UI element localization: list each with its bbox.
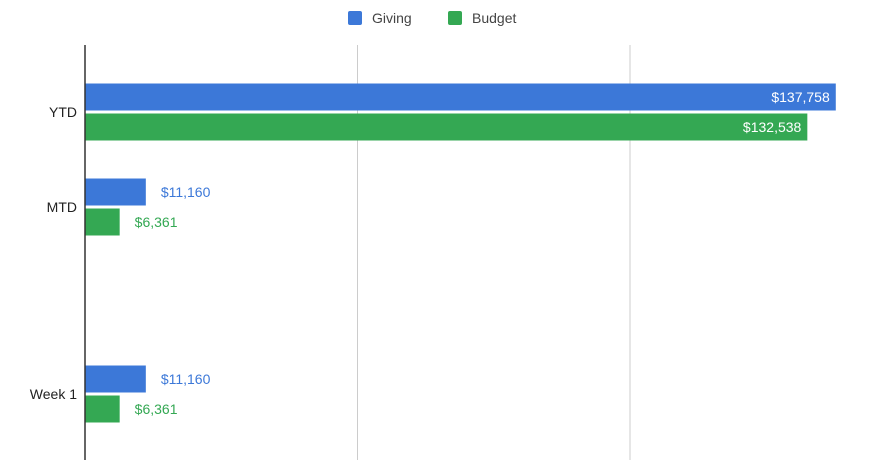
legend-swatch-giving (348, 11, 362, 25)
data-label-week-1-giving: $11,160 (161, 371, 211, 387)
bar-ytd-giving (85, 83, 836, 111)
bar-mtd-budget (85, 208, 120, 236)
legend-swatch-budget (448, 11, 462, 25)
category-labels: YTD MTD Week 1 (30, 104, 77, 402)
category-label-week-1: Week 1 (30, 386, 77, 402)
data-label-week-1-budget: $6,361 (135, 401, 178, 417)
bar-mtd-giving (85, 178, 146, 206)
legend-label-budget: Budget (472, 10, 516, 26)
bar-ytd-budget (85, 113, 808, 141)
category-label-ytd: YTD (49, 104, 77, 120)
bar-week-1-giving (85, 365, 146, 393)
data-label-mtd-giving: $11,160 (161, 184, 211, 200)
data-label-ytd-budget: $132,538 (743, 119, 802, 135)
bars: $137,758 $132,538 $11,160 $6,361 $11,160 $6,3… (85, 83, 836, 423)
bar-week-1-budget (85, 395, 120, 423)
legend-label-giving: Giving (372, 10, 412, 26)
category-label-mtd: MTD (47, 199, 77, 215)
data-label-ytd-giving: $137,758 (771, 89, 830, 105)
legend: Giving Budget (348, 10, 516, 26)
data-label-mtd-budget: $6,361 (135, 214, 178, 230)
